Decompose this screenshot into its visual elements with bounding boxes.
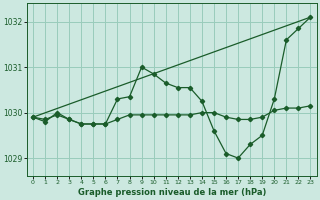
X-axis label: Graphe pression niveau de la mer (hPa): Graphe pression niveau de la mer (hPa)	[77, 188, 266, 197]
